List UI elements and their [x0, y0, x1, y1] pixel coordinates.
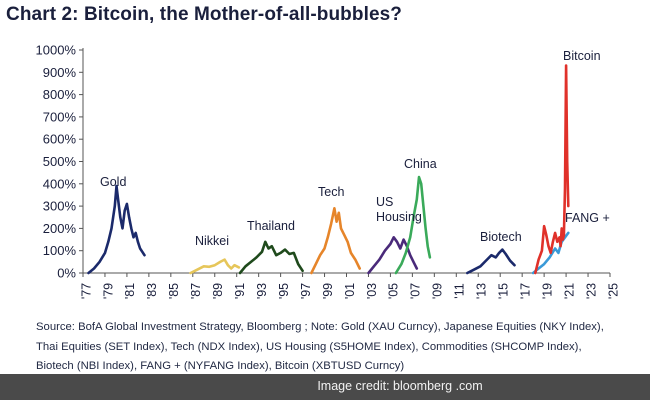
y-tick-label: 0% [57, 266, 76, 281]
y-tick-label: 800% [43, 87, 77, 102]
x-tick-label: '77 [79, 283, 93, 299]
series-line-thailand [238, 240, 304, 275]
footnote-line: Source: BofA Global Investment Strategy,… [36, 321, 604, 333]
chart-canvas: 0% 100% 200% 300% 400% 500% 600% 700% 800% 900% 10… [36, 43, 621, 300]
series-labels: Gold Nikkei Thailand Tech US Housing China Biot… [100, 49, 610, 248]
series-line-biotech [465, 248, 516, 275]
x-tick-label: '93 [255, 283, 269, 299]
x-tick-label: '95 [277, 283, 291, 299]
y-tick-label: 100% [43, 243, 77, 258]
x-tick-label: '21 [562, 283, 576, 299]
series-label-bitcoin: Bitcoin [563, 49, 601, 63]
x-tick-label: '23 [584, 283, 598, 299]
x-tick-label: '25 [606, 283, 620, 299]
series-label-line: Tech [318, 185, 344, 199]
x-tick-label: '89 [211, 283, 225, 299]
series-label-fang: FANG + [565, 211, 610, 225]
series-label-china: China [404, 157, 437, 171]
y-tick-label: 1000% [36, 43, 77, 58]
series-line-gold [87, 184, 146, 275]
x-axis: '77 '79 '81 '83 '85 '87 '89 '91 '93 '95 '97 '99 '01 '… [79, 272, 620, 299]
y-axis: 0% 100% 200% 300% 400% 500% 600% 700% 800% 900% 10… [36, 43, 84, 281]
y-tick-label: 900% [43, 65, 77, 80]
y-tick-label: 400% [43, 176, 77, 191]
series-label-line: Biotech [480, 230, 522, 244]
series-line-china [394, 175, 432, 275]
series-label-biotech: Biotech [480, 230, 522, 244]
x-tick-label: '09 [431, 283, 445, 299]
series-label-line: China [404, 157, 437, 171]
x-tick-label: '91 [233, 283, 247, 299]
y-tick-label: 200% [43, 221, 77, 236]
series-line-tech [310, 207, 362, 275]
x-tick-label: '85 [167, 283, 181, 299]
x-tick-label: '97 [299, 283, 313, 299]
x-tick-label: '17 [518, 283, 532, 299]
source-footnote: Source: BofA Global Investment Strategy,… [36, 318, 636, 377]
series-label-line: Bitcoin [563, 49, 601, 63]
series-label-us-housing: US Housing [376, 195, 422, 224]
series-label-gold: Gold [100, 175, 126, 189]
x-tick-label: '83 [145, 283, 159, 299]
x-tick-label: '79 [101, 283, 115, 299]
y-tick-label: 300% [43, 199, 77, 214]
series-label-thailand: Thailand [247, 219, 295, 233]
footnote-line: Biotech (NBI Index), FANG + (NYFANG Inde… [36, 360, 405, 373]
series-label-tech: Tech [318, 185, 344, 199]
series-label-nikkei: Nikkei [195, 234, 229, 248]
series-line-bitcoin [533, 64, 570, 275]
x-tick-label: '19 [540, 283, 554, 299]
series-line-us-housing [367, 236, 419, 275]
image-credit-bar: Image credit: bloomberg .com [0, 374, 650, 400]
chart-title: Chart 2: Bitcoin, the Mother-of-all-bubb… [6, 4, 402, 25]
x-tick-label: '03 [365, 283, 379, 299]
series-layer [87, 64, 570, 275]
x-tick-label: '01 [343, 283, 357, 299]
series-label-line: Nikkei [195, 234, 229, 248]
series-line-nikkei [189, 258, 241, 275]
x-tick-label: '99 [321, 283, 335, 299]
x-tick-label: '13 [475, 283, 489, 299]
series-label-line: Gold [100, 175, 126, 189]
y-tick-label: 700% [43, 109, 77, 124]
series-label-line: Thailand [247, 219, 295, 233]
footnote-line: Thai Equities (SET Index), Tech (NDX Ind… [36, 340, 582, 353]
y-tick-label: 500% [43, 154, 77, 169]
x-tick-label: '05 [387, 283, 401, 299]
series-label-line: Housing [376, 210, 422, 224]
x-tick-label: '81 [123, 283, 137, 299]
y-tick-label: 600% [43, 132, 77, 147]
series-label-line: FANG + [565, 211, 610, 225]
x-tick-label: '87 [189, 283, 203, 299]
x-tick-label: '07 [409, 283, 423, 299]
x-tick-label: '15 [497, 283, 511, 299]
series-label-line: US [376, 195, 393, 209]
x-tick-label: '11 [453, 283, 467, 298]
image-credit: Image credit: bloomberg .com [317, 379, 483, 393]
